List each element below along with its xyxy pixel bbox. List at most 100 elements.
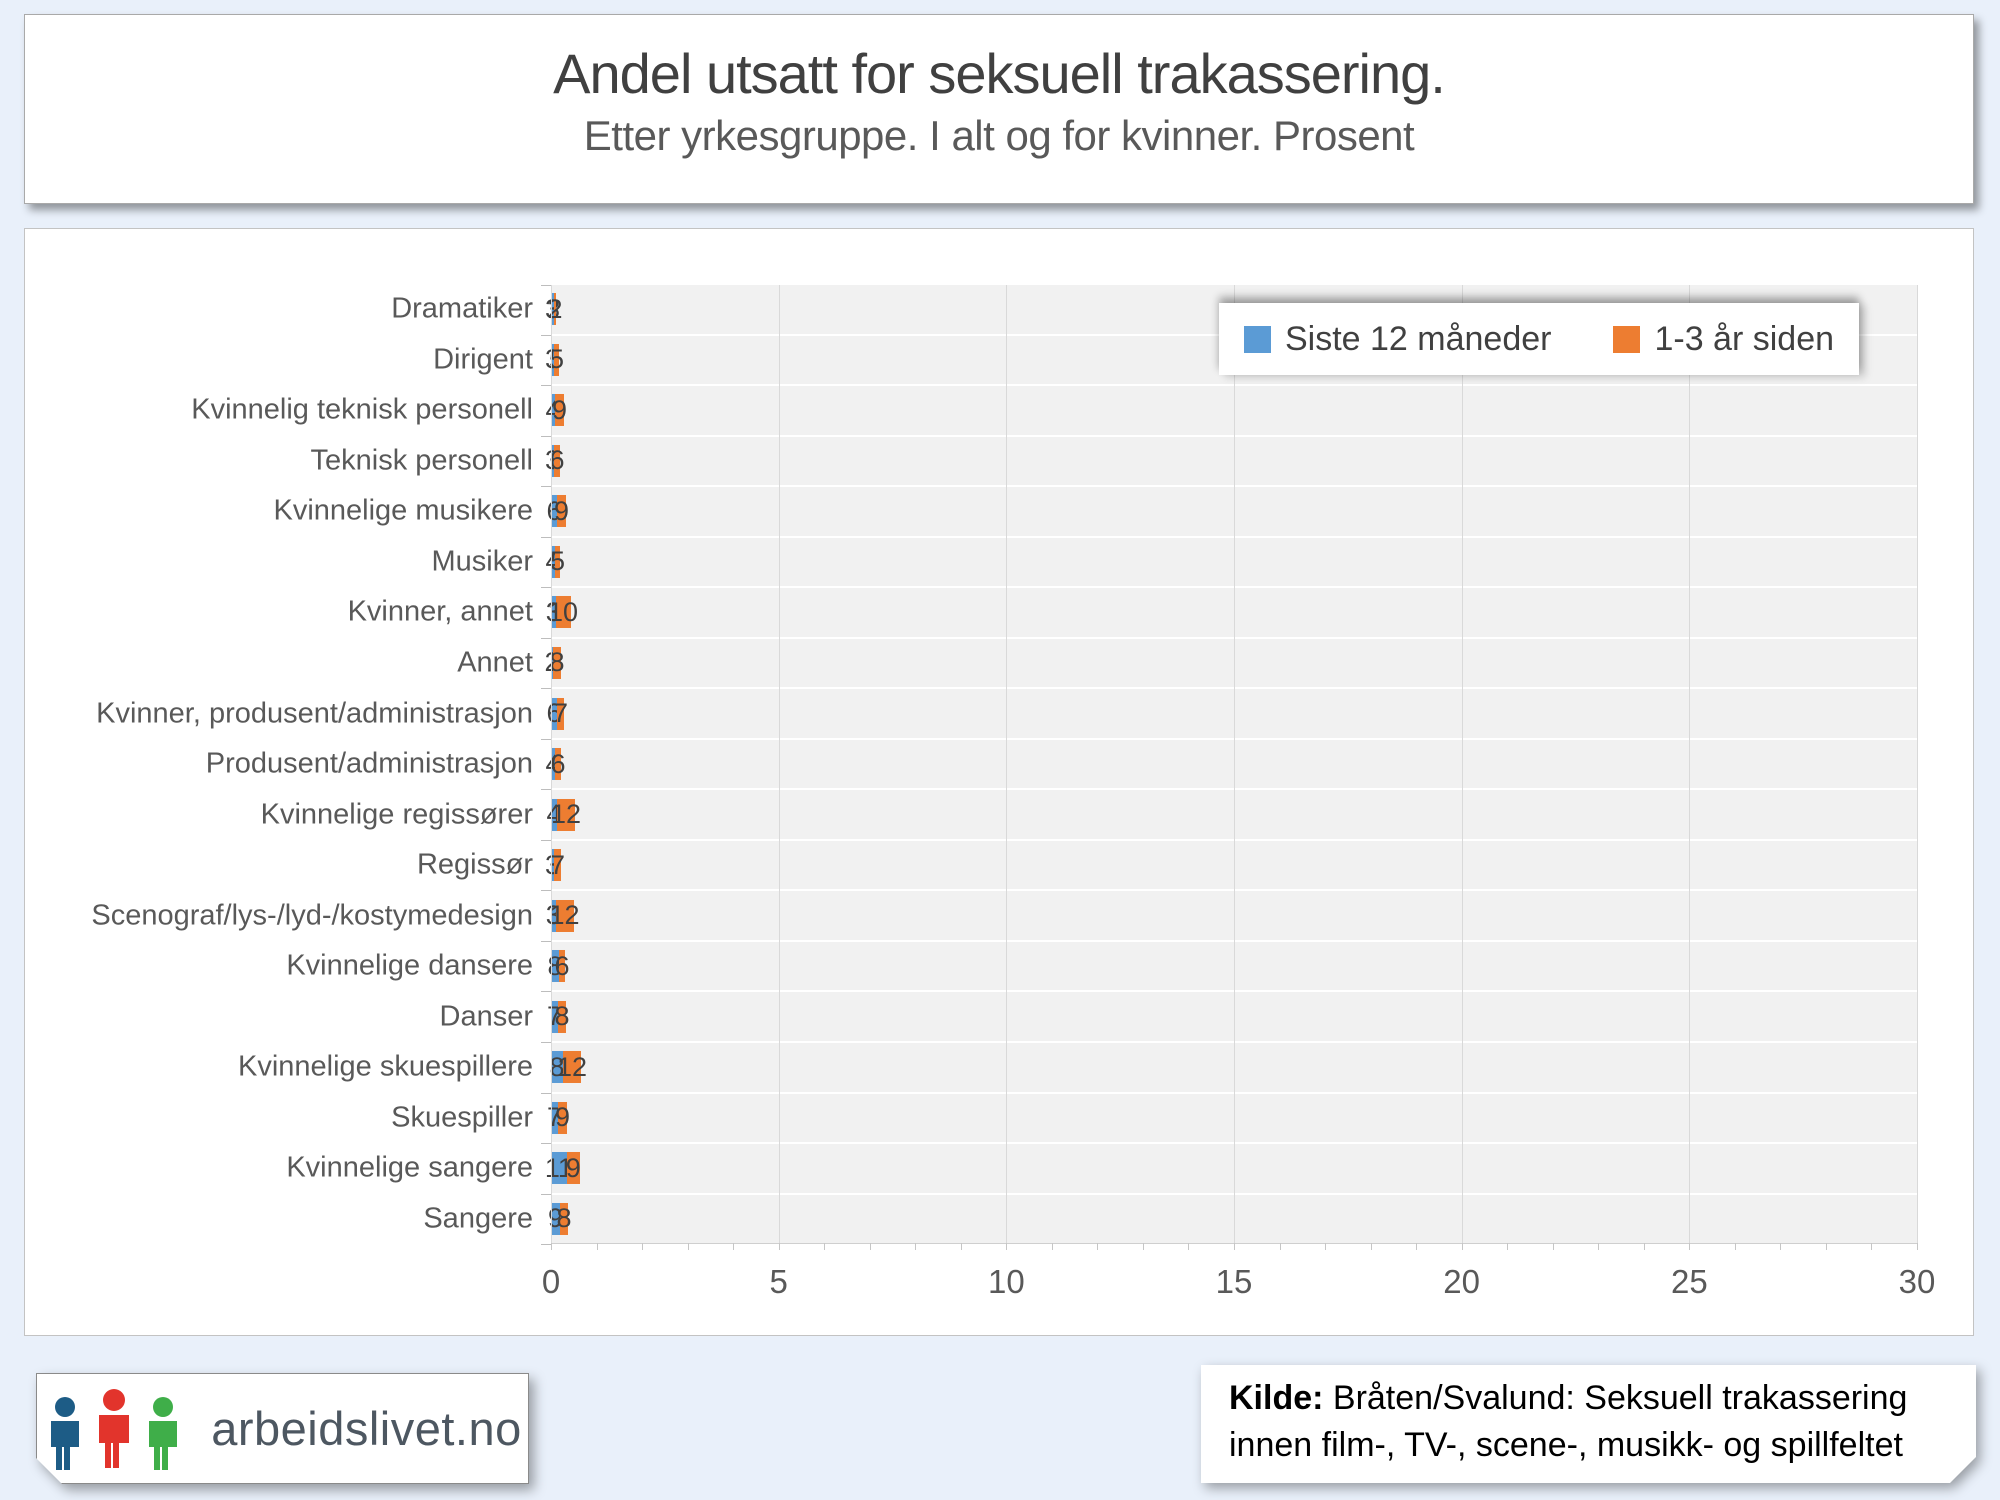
- x-axis-tick: [1279, 1243, 1281, 1250]
- x-axis-label-20: 20: [1443, 1263, 1481, 1300]
- x-axis-tick: [1734, 1243, 1736, 1250]
- bar-segment-1-3-years: 7: [553, 697, 568, 730]
- legend-swatch-blue: [1243, 325, 1271, 353]
- value-label: 9: [555, 1102, 571, 1133]
- source-panel: Kilde: Bråten/Svalund: Seksuell trakasse…: [1201, 1365, 1976, 1483]
- gridline-30: [1917, 285, 1918, 1243]
- bar-segment-1-3-years: 12: [551, 798, 581, 831]
- x-axis-label-25: 25: [1670, 1263, 1708, 1300]
- value-label: 2: [547, 293, 563, 324]
- x-axis-tick: [915, 1243, 917, 1250]
- value-label: 8: [556, 1203, 572, 1234]
- x-axis-tick: [1188, 1243, 1190, 1250]
- value-label: 5: [548, 344, 565, 375]
- bar-segment-1-3-years: 7: [550, 849, 565, 882]
- category-label: Dramatiker: [391, 292, 533, 325]
- bar-segment-1-3-years: 5: [549, 343, 564, 376]
- chart-subtitle: Etter yrkesgruppe. I alt og for kvinner.…: [583, 112, 1415, 159]
- x-axis-tick: [733, 1243, 735, 1250]
- gridline-25: [1689, 285, 1691, 1243]
- bar-segment-1-3-years: 2: [547, 293, 563, 326]
- stacked-bar: 3 12: [546, 899, 596, 932]
- x-axis-tick: [1325, 1243, 1327, 1250]
- category-label: Annet: [457, 646, 533, 679]
- category-label: Skuespiller: [391, 1101, 533, 1134]
- x-axis-label-10: 10: [987, 1263, 1025, 1300]
- value-label: 9: [565, 1152, 581, 1183]
- source-text-line1: Bråten/Svalund: Seksuell trakassering: [1323, 1379, 1908, 1417]
- x-axis-label-15: 15: [1215, 1263, 1253, 1300]
- x-axis-tick: [778, 1243, 780, 1250]
- bar-segment-1-3-years: 5: [550, 545, 565, 578]
- logo-panel: arbeidslivet.no: [36, 1373, 529, 1484]
- value-label: 7: [549, 849, 566, 880]
- legend-item-1-3-years: 1-3 år siden: [1613, 320, 1834, 359]
- stacked-bar: 4 12: [546, 798, 596, 831]
- x-axis-tick: [1780, 1243, 1782, 1250]
- bar-segment-1-3-years: 9: [555, 1101, 571, 1134]
- x-axis-tick: [824, 1243, 826, 1250]
- category-label: Regissør: [416, 848, 533, 881]
- gridline-5: [778, 285, 780, 1243]
- x-axis-tick: [1051, 1243, 1053, 1250]
- value-label: 7: [552, 698, 569, 729]
- bar-segment-1-3-years: 8: [557, 1202, 572, 1235]
- x-axis-tick: [1370, 1243, 1372, 1250]
- value-label: 5: [549, 546, 566, 577]
- x-axis-tick: [642, 1243, 644, 1250]
- gridline-0: [551, 285, 552, 1243]
- x-axis-tick: [960, 1243, 962, 1250]
- x-axis-tick: [687, 1243, 689, 1250]
- x-axis-tick: [1689, 1243, 1691, 1250]
- gridline-20: [1461, 285, 1463, 1243]
- category-label: Produsent/administrasjon: [205, 747, 533, 780]
- bar-segment-1-3-years: 9: [552, 394, 568, 427]
- value-label: 6: [549, 445, 565, 476]
- person-icon-blue: [43, 1396, 87, 1470]
- bar-segment-1-3-years: 6: [555, 950, 570, 983]
- category-label: Kvinner, produsent/administrasjon: [96, 697, 533, 730]
- x-axis-tick: [551, 1243, 552, 1250]
- logo-box: arbeidslivet.no: [36, 1373, 529, 1484]
- x-axis-tick: [1598, 1243, 1600, 1250]
- bar-segment-1-3-years: 6: [549, 444, 565, 477]
- logo-text: arbeidslivet.no: [211, 1402, 522, 1455]
- stacked-bar: 11 9: [545, 1152, 594, 1185]
- x-axis-tick: [1825, 1243, 1827, 1250]
- gridline-15: [1234, 285, 1235, 1243]
- bar-segment-last-12-months: 11: [545, 1152, 573, 1185]
- x-axis-tick: [1552, 1243, 1554, 1250]
- people-icons: [43, 1388, 185, 1470]
- value-label: 8: [549, 647, 565, 678]
- bar-segment-1-3-years: 8: [555, 1000, 570, 1033]
- person-icon-red: [92, 1388, 136, 1468]
- x-axis-label-30: 30: [1898, 1263, 1936, 1300]
- x-axis-tick: [1871, 1243, 1873, 1250]
- value-label: 12: [557, 1051, 588, 1082]
- legend-item-last-12-months: Siste 12 måneder: [1243, 319, 1552, 359]
- bar-segment-1-3-years: 10: [548, 596, 578, 629]
- value-label: 9: [552, 394, 568, 425]
- x-axis-tick: [1416, 1243, 1418, 1250]
- bar-segment-1-3-years: 8: [550, 646, 565, 679]
- x-axis-tick: [596, 1243, 598, 1250]
- plot-area: Dramatiker 3 2 Dirigent 3 5 Kvinnelig teknisk …: [91, 285, 1935, 1300]
- category-label: Kvinner, annet: [347, 595, 533, 628]
- value-label: 6: [550, 748, 566, 779]
- category-label: Kvinnelige regissører: [260, 798, 533, 831]
- chart-title: Andel utsatt for seksuell trakassering.: [553, 42, 1446, 105]
- legend-label: Siste 12 måneder: [1284, 319, 1552, 358]
- value-label: 8: [554, 1001, 570, 1032]
- category-label: Kvinnelige musikere: [273, 494, 533, 527]
- legend: Siste 12 måneder 1-3 år siden: [1219, 303, 1859, 375]
